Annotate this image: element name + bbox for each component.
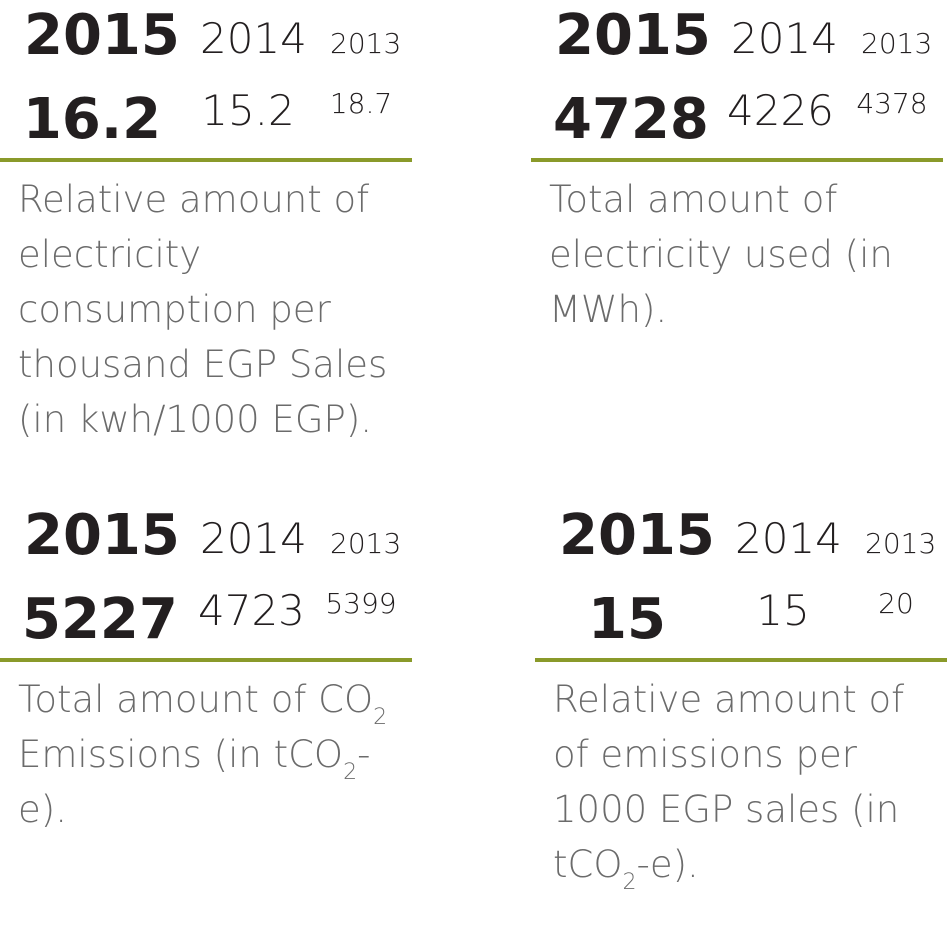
value-2013: 20	[878, 587, 914, 620]
year-2013-label: 2013	[330, 27, 402, 60]
year-2013-label: 2013	[330, 527, 402, 560]
value-2015: 16.2	[22, 87, 162, 152]
value-2014: 4226	[727, 86, 834, 135]
divider-rule	[535, 658, 947, 662]
year-2015-label: 2015	[24, 503, 180, 568]
year-2015-label: 2015	[559, 503, 715, 568]
value-2013: 4378	[856, 87, 928, 120]
value-2014: 4723	[198, 586, 305, 635]
panel-description: Total amount of CO2 Emissions (in tCO2-e…	[18, 678, 388, 831]
panel-description: Relative amount of electricity consumpti…	[18, 178, 388, 441]
year-2014-label: 2014	[731, 14, 838, 63]
year-2015-label: 2015	[24, 3, 180, 68]
value-2013: 5399	[325, 587, 397, 620]
value-2015: 15	[588, 587, 666, 652]
divider-rule	[0, 658, 412, 662]
emissions-intensity-panel: 2015 2014 2013 15 15 20 Relative amount …	[535, 500, 947, 940]
year-2014-label: 2014	[200, 14, 307, 63]
year-2014-label: 2014	[200, 514, 307, 563]
value-2014: 15.2	[201, 86, 295, 135]
electricity-intensity-panel: 2015 2014 2013 16.2 15.2 18.7 Relative a…	[0, 0, 412, 441]
panel-description: Relative amount of of emissions per 1000…	[553, 678, 905, 895]
year-2015-label: 2015	[555, 3, 711, 68]
value-2014: 15	[756, 586, 810, 635]
value-2015: 5227	[22, 587, 178, 652]
value-2015: 4728	[553, 87, 709, 152]
co2-emissions-panel: 2015 2014 2013 5227 4723 5399 Total amou…	[0, 500, 412, 940]
total-electricity-panel: 2015 2014 2013 4728 4226 4378 Total amou…	[531, 0, 943, 440]
divider-rule	[531, 158, 943, 162]
divider-rule	[0, 158, 412, 162]
year-2014-label: 2014	[735, 514, 842, 563]
panel-description: Total amount of electricity used (in MWh…	[549, 178, 893, 331]
year-2013-label: 2013	[865, 527, 937, 560]
year-2013-label: 2013	[861, 27, 933, 60]
value-2013: 18.7	[329, 87, 393, 120]
